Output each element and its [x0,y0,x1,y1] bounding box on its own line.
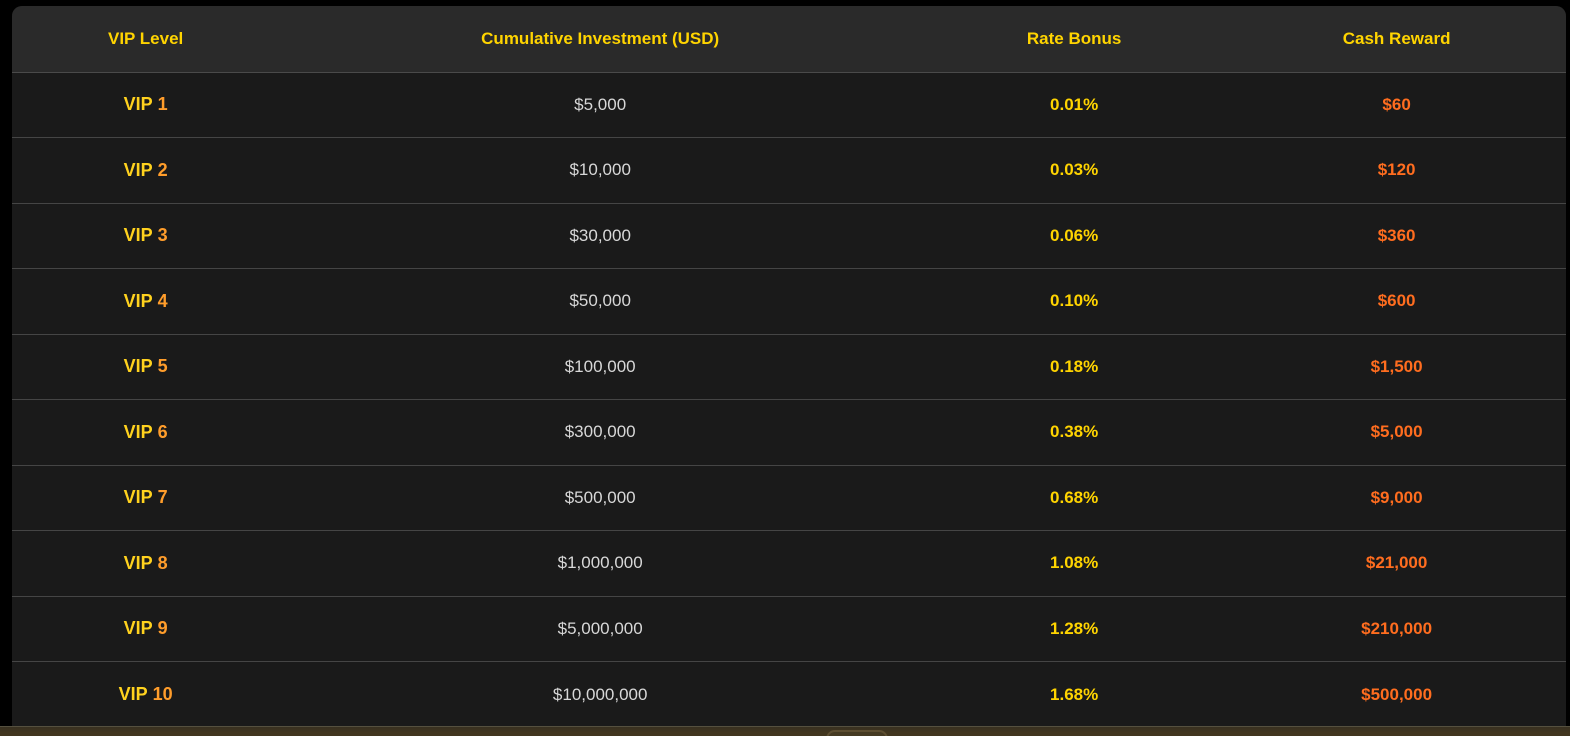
vip-level-cell: VIP 1 [12,72,279,138]
rate-bonus-cell: 0.01% [1050,94,1099,114]
table-row: VIP 6 $300,000 0.38% $5,000 [12,399,1566,465]
vip-level-number: 6 [157,421,168,442]
table-row: VIP 7 $500,000 0.68% $9,000 [12,464,1566,531]
table-row: VIP 1 $5,000 0.01% $60 [12,72,1566,138]
cash-reward-cell: $9,000 [1227,464,1566,531]
col-header-rate-bonus: Rate Bonus [921,6,1228,73]
vip-level-cell: VIP 6 [12,399,280,465]
table-row: VIP 8 $1,000,000 1.08% $21,000 [12,530,1566,596]
vip-table: VIP Level Cumulative Investment (USD) Ra… [12,6,1566,727]
investment-cell: $100,000 [279,333,922,400]
rate-bonus-cell: 0.06% [921,202,1228,269]
vip-level-cell: VIP 8 [12,530,280,596]
vip-level-number: 8 [157,552,168,573]
vip-level-number: 2 [157,159,168,180]
rate-bonus-cell: 1.28% [921,595,1228,662]
rate-bonus-cell: 0.03% [921,137,1228,203]
rate-bonus-cell: 0.38% [921,399,1228,465]
rate-bonus-cell: 0.18% [921,333,1228,400]
col-header-cumulative-investment: Cumulative Investment (USD) [279,6,922,73]
table-header-row: VIP Level Cumulative Investment (USD) Ra… [12,6,1566,73]
vip-level-prefix: VIP [123,290,153,311]
vip-level-cell: VIP 9 [12,595,280,662]
col-header-vip-level: VIP Level [12,6,280,73]
table-row: VIP 2 $10,000 0.03% $120 [12,137,1566,203]
table-row: VIP 9 $5,000,000 1.28% $210,000 [12,595,1566,662]
vip-level-number: 9 [157,618,168,639]
vip-level-number: 4 [157,290,168,311]
cash-reward-cell: $5,000 [1227,399,1566,465]
cash-reward-cell: $210,000 [1227,595,1566,662]
vip-level-number: 10 [152,684,173,704]
col-header-cash-reward: Cash Reward [1227,6,1566,73]
table-row: VIP 10 $10,000,000 1.68% $500,000 [12,661,1566,727]
rate-bonus-cell: 0.10% [921,268,1228,334]
investment-cell: $5,000,000 [279,595,922,662]
table-row: VIP 4 $50,000 0.10% $600 [12,268,1566,334]
vip-level-prefix: VIP [118,684,148,704]
vip-level-number: 1 [157,94,168,115]
cash-reward-cell: $500,000 [1227,661,1566,727]
vip-level-number: 3 [157,225,168,246]
vip-level-prefix: VIP [123,487,153,508]
investment-cell: $50,000 [279,268,922,334]
vip-table-panel: VIP Level Cumulative Investment (USD) Ra… [12,6,1566,727]
partial-peek-button[interactable] [826,730,888,736]
vip-level-number: 5 [157,356,168,377]
cash-reward-cell: $21,000 [1227,530,1566,596]
vip-level-prefix: VIP [123,159,153,180]
vip-level-cell: VIP 5 [12,333,280,400]
vip-level-prefix: VIP [123,618,153,639]
investment-cell: $1,000,000 [279,530,922,596]
vip-level-prefix: VIP [123,94,153,115]
cash-reward-cell: $600 [1227,268,1566,334]
rate-bonus-cell: 0.68% [921,464,1228,531]
investment-cell: $300,000 [279,399,922,465]
vip-level-cell: VIP 3 [12,202,280,269]
vip-level-prefix: VIP [123,225,153,246]
rate-bonus-cell: 1.68% [921,661,1228,727]
cash-reward-cell: $60 [1382,94,1411,114]
vip-level-prefix: VIP [123,552,153,573]
cash-reward-cell: $1,500 [1227,333,1566,400]
vip-level-cell: VIP 10 [12,661,280,727]
cash-reward-cell: $120 [1227,137,1566,203]
investment-cell: $5,000 [574,94,627,114]
investment-cell: $10,000 [279,137,922,203]
investment-cell: $500,000 [279,464,922,531]
investment-cell: $30,000 [279,202,922,269]
cash-reward-cell: $360 [1227,202,1566,269]
vip-level-prefix: VIP [123,421,153,442]
table-row: VIP 3 $30,000 0.06% $360 [12,202,1566,269]
bottom-bar [0,726,1570,736]
vip-level-cell: VIP 2 [12,137,280,203]
table-row: VIP 5 $100,000 0.18% $1,500 [12,333,1566,400]
vip-level-number: 7 [157,487,168,508]
vip-level-cell: VIP 7 [12,464,280,531]
investment-cell: $10,000,000 [279,661,922,727]
vip-level-prefix: VIP [123,356,153,377]
vip-level-cell: VIP 4 [12,268,280,334]
rate-bonus-cell: 1.08% [921,530,1228,596]
